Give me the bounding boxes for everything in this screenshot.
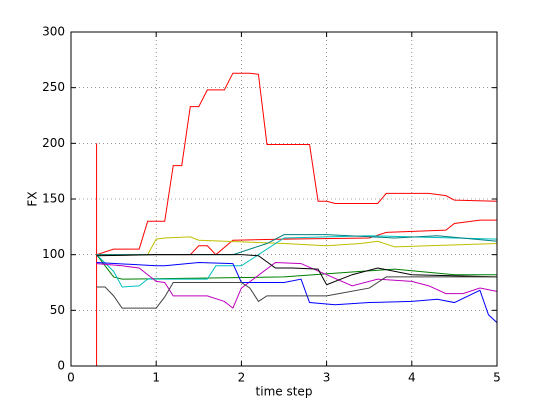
- y-tick-label: 150: [42, 192, 65, 206]
- y-tick-label: 200: [42, 136, 65, 150]
- data-line: [96, 261, 498, 323]
- data-line: [96, 254, 497, 280]
- axes-box: [70, 31, 498, 367]
- data-line: [96, 234, 498, 256]
- data-line: [96, 72, 498, 256]
- data-line: [96, 235, 498, 288]
- y-tick-label: 300: [42, 25, 65, 39]
- y-tick-label: 100: [42, 247, 65, 261]
- x-tick-label: 1: [152, 371, 160, 385]
- x-tick-label: 0: [67, 371, 75, 385]
- data-line: [96, 254, 498, 286]
- y-tick-label: 50: [50, 303, 65, 317]
- y-tick-label: 0: [57, 359, 65, 373]
- x-tick-label: 4: [408, 371, 416, 385]
- data-line: [96, 219, 497, 256]
- y-tick-label: 250: [42, 80, 65, 94]
- x-tick-label: 2: [238, 371, 246, 385]
- data-line: [96, 276, 497, 309]
- x-tick-label: 5: [493, 371, 501, 385]
- x-axis-label: time step: [256, 385, 313, 399]
- data-line: [96, 261, 498, 309]
- x-tick-label: 3: [323, 371, 331, 385]
- y-axis-label: FX: [26, 191, 40, 206]
- data-line: [96, 236, 498, 256]
